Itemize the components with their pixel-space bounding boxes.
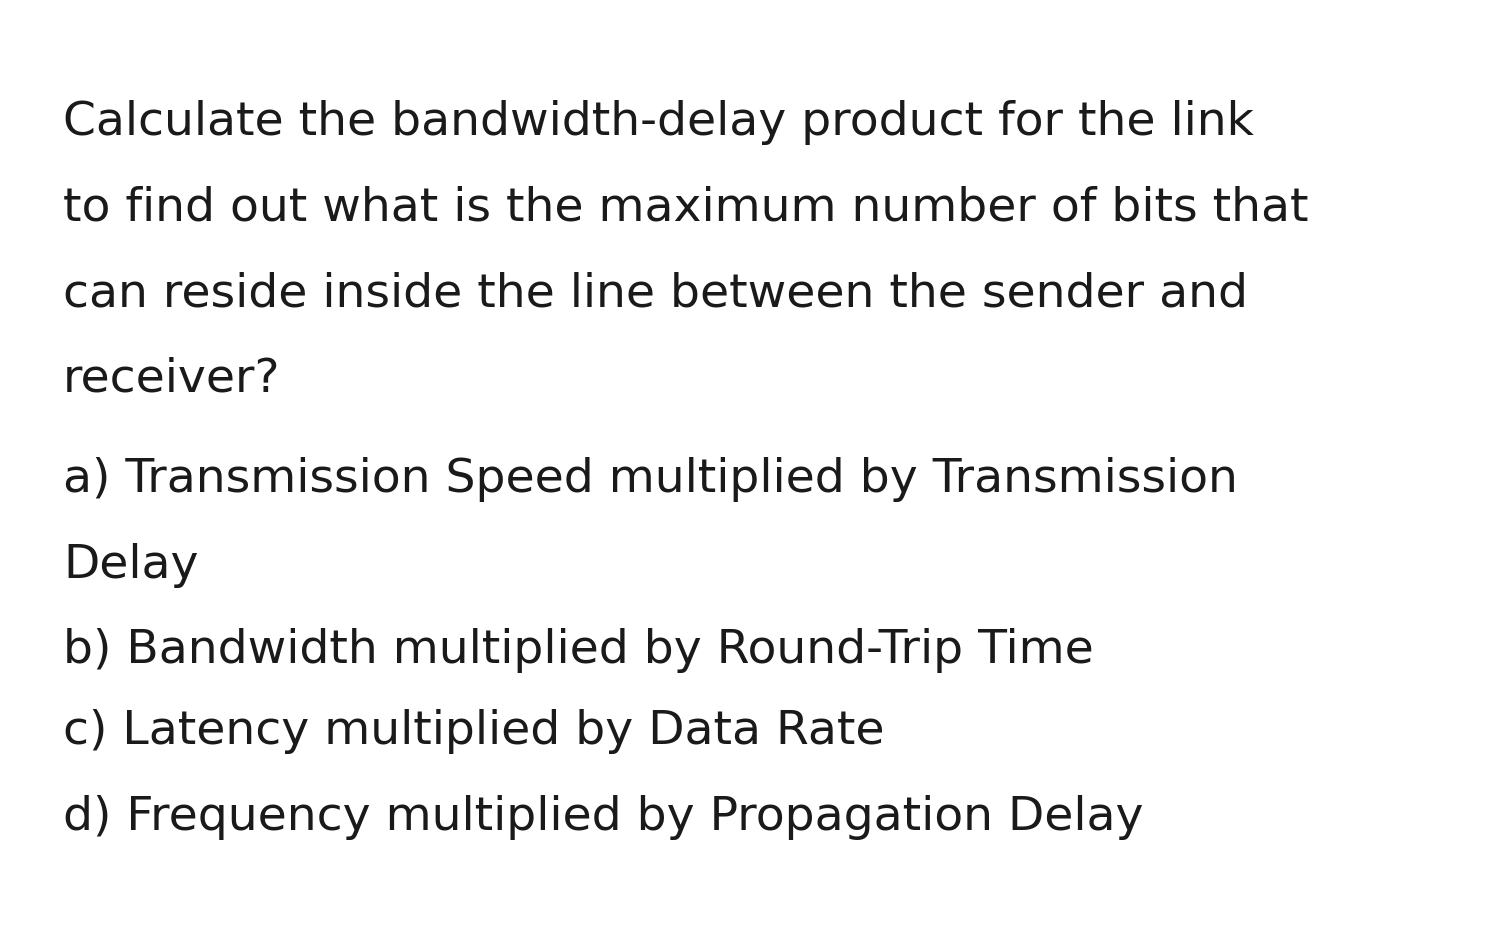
Text: b) Bandwidth multiplied by Round-Trip Time: b) Bandwidth multiplied by Round-Trip Ti… [63,628,1094,673]
Text: Calculate the bandwidth-delay product for the link: Calculate the bandwidth-delay product fo… [63,100,1254,145]
Text: a) Transmission Speed multiplied by Transmission: a) Transmission Speed multiplied by Tran… [63,457,1237,502]
Text: receiver?: receiver? [63,357,280,402]
Text: can reside inside the line between the sender and: can reside inside the line between the s… [63,271,1248,316]
Text: d) Frequency multiplied by Propagation Delay: d) Frequency multiplied by Propagation D… [63,795,1143,840]
Text: c) Latency multiplied by Data Rate: c) Latency multiplied by Data Rate [63,709,885,754]
Text: Delay: Delay [63,543,198,587]
Text: to find out what is the maximum number of bits that: to find out what is the maximum number o… [63,186,1308,230]
